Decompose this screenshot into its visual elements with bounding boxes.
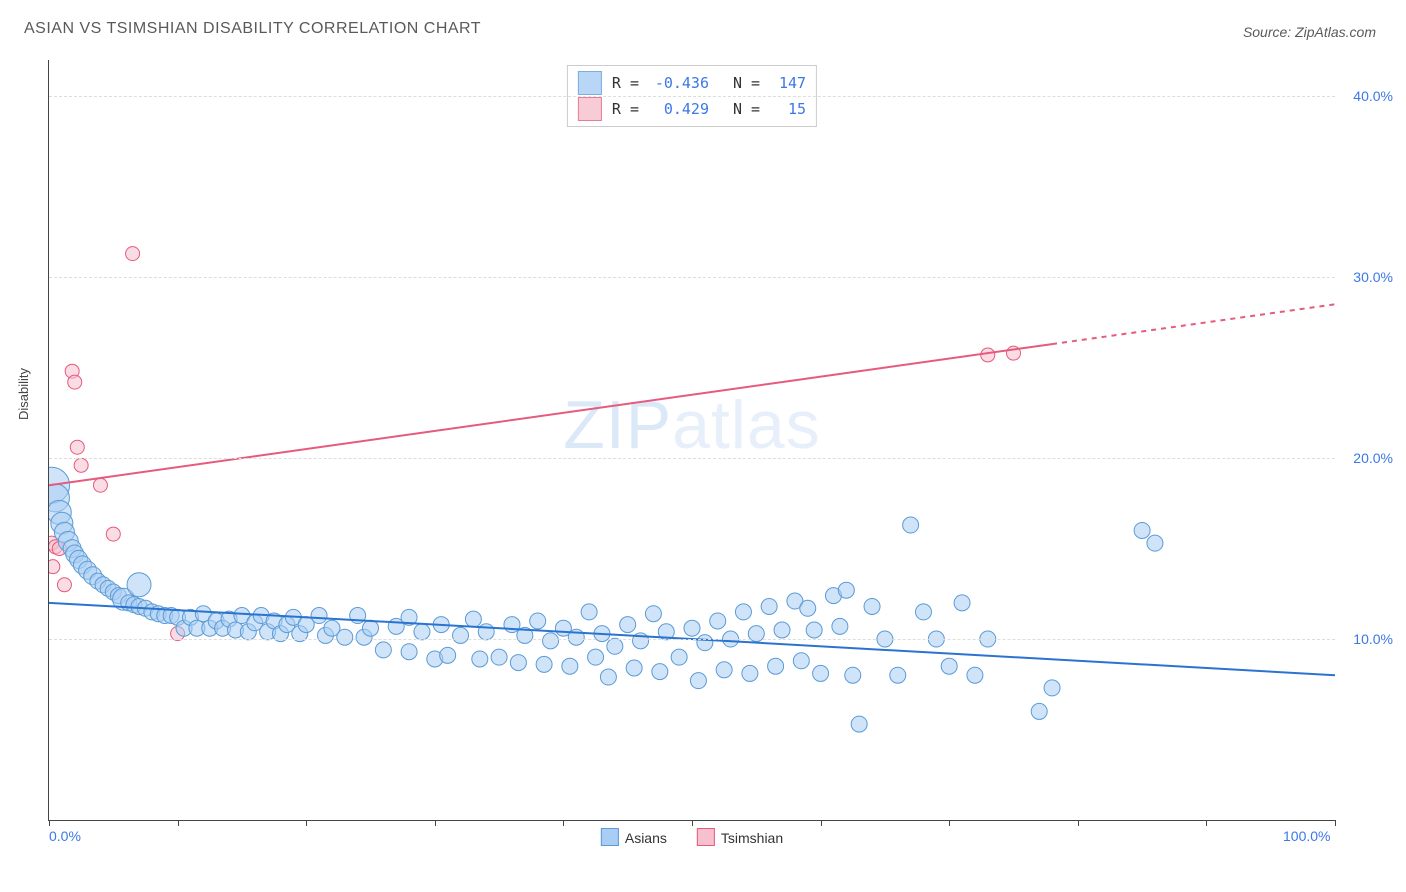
legend-item: Tsimshian (697, 828, 783, 846)
x-tick-label: 100.0% (1283, 828, 1330, 844)
watermark: ZIPatlas (563, 386, 820, 464)
y-tick-label: 10.0% (1353, 631, 1393, 647)
plot-area: ZIPatlas R = -0.436 N = 147 R = 0.429 N … (48, 60, 1335, 821)
y-tick-label: 20.0% (1353, 450, 1393, 466)
chart-container: ASIAN VS TSIMSHIAN DISABILITY CORRELATIO… (0, 0, 1406, 892)
x-tick-label: 0.0% (49, 828, 81, 844)
y-axis-label: Disability (16, 368, 31, 420)
chart-title: ASIAN VS TSIMSHIAN DISABILITY CORRELATIO… (24, 20, 481, 38)
y-tick-label: 40.0% (1353, 88, 1393, 104)
series-legend: Asians Tsimshian (601, 828, 783, 846)
legend-row: R = -0.436 N = 147 (578, 70, 806, 96)
legend-item: Asians (601, 828, 667, 846)
y-tick-label: 30.0% (1353, 269, 1393, 285)
legend-row: R = 0.429 N = 15 (578, 96, 806, 122)
chart-source: Source: ZipAtlas.com (1243, 24, 1376, 40)
